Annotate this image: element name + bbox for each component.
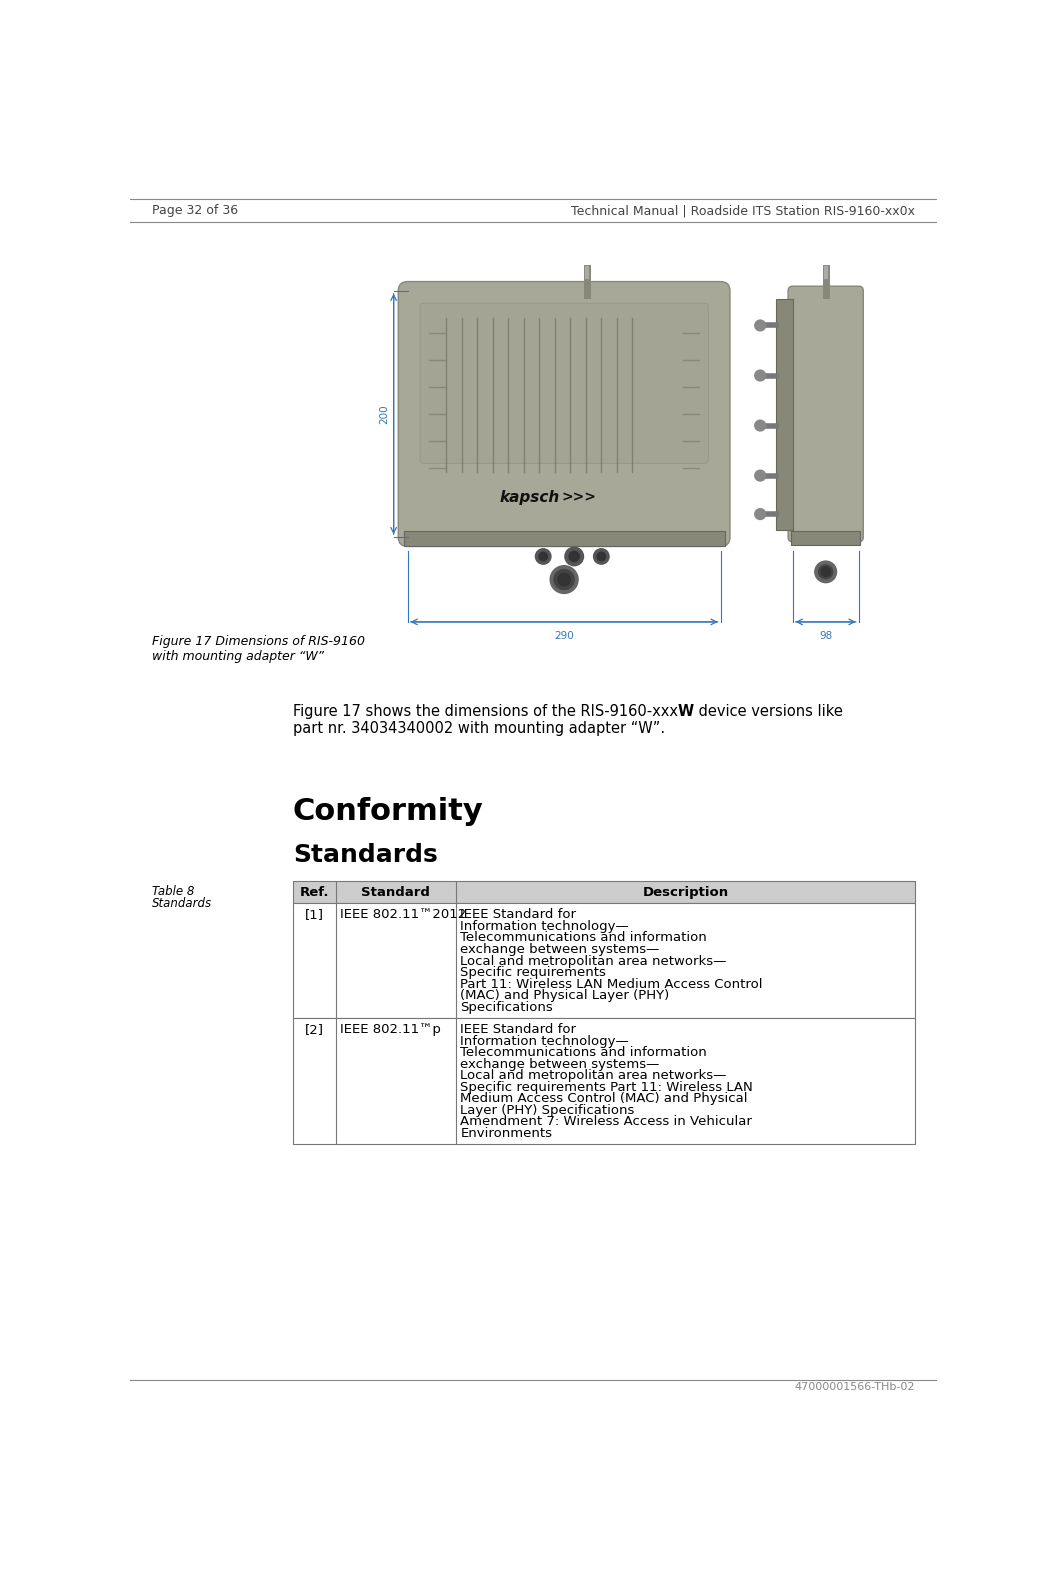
Circle shape [755, 421, 765, 430]
Bar [293, 903, 915, 1017]
Text: 98: 98 [819, 631, 833, 641]
Text: Layer (PHY) Specifications: Layer (PHY) Specifications [460, 1104, 635, 1116]
Text: Telecommunications and information: Telecommunications and information [460, 1046, 707, 1060]
Circle shape [598, 553, 606, 560]
Text: W: W [678, 705, 694, 719]
Text: IEEE Standard for: IEEE Standard for [460, 1024, 577, 1036]
Circle shape [558, 573, 570, 586]
Circle shape [593, 550, 609, 564]
Text: part nr. 34034340002 with mounting adapter “W”.: part nr. 34034340002 with mounting adapt… [293, 721, 665, 736]
Text: Ref.: Ref. [300, 885, 329, 898]
Text: Specifications: Specifications [460, 1000, 553, 1014]
Text: Figure 17 shows the dimensions of the RIS-9160-xxx: Figure 17 shows the dimensions of the RI… [293, 705, 678, 719]
Circle shape [755, 371, 765, 382]
Bar [776, 298, 793, 529]
Text: Description: Description [642, 885, 729, 898]
Text: Page 32 of 36: Page 32 of 36 [152, 204, 238, 217]
Text: 290: 290 [554, 631, 574, 641]
Text: device versions like: device versions like [694, 705, 843, 719]
Text: Amendment 7: Wireless Access in Vehicular: Amendment 7: Wireless Access in Vehicula… [460, 1115, 753, 1129]
Text: [1]: [1] [305, 909, 324, 922]
FancyBboxPatch shape [420, 303, 708, 463]
Text: 47000001566-THb-02: 47000001566-THb-02 [794, 1382, 915, 1393]
Bar [791, 531, 860, 545]
Circle shape [755, 320, 765, 331]
Circle shape [539, 553, 548, 560]
Text: kapsch: kapsch [500, 490, 560, 504]
Text: Telecommunications and information: Telecommunications and information [460, 931, 707, 945]
Text: IEEE 802.11™p: IEEE 802.11™p [340, 1024, 441, 1036]
FancyBboxPatch shape [788, 286, 863, 542]
Circle shape [755, 509, 765, 520]
Text: Information technology—: Information technology— [460, 920, 629, 933]
Text: exchange between systems—: exchange between systems— [460, 1058, 660, 1071]
Circle shape [554, 570, 575, 590]
FancyBboxPatch shape [399, 281, 730, 546]
Text: Specific requirements Part 11: Wireless LAN: Specific requirements Part 11: Wireless … [460, 1080, 753, 1094]
Text: IEEE Standard for: IEEE Standard for [460, 909, 577, 922]
Text: Specific requirements: Specific requirements [460, 966, 606, 980]
Text: Table 8: Table 8 [152, 885, 195, 898]
Text: 200: 200 [380, 403, 389, 424]
Bar [404, 531, 725, 546]
Circle shape [565, 548, 584, 565]
Bar [293, 1017, 915, 1145]
Text: Environments: Environments [460, 1127, 553, 1140]
Text: Part 11: Wireless LAN Medium Access Control: Part 11: Wireless LAN Medium Access Cont… [460, 978, 763, 991]
Text: Medium Access Control (MAC) and Physical: Medium Access Control (MAC) and Physical [460, 1093, 747, 1105]
Text: >>>: >>> [562, 490, 596, 504]
Text: with mounting adapter “W”: with mounting adapter “W” [152, 650, 324, 664]
Circle shape [818, 565, 833, 579]
Text: Figure 17 Dimensions of RIS-9160: Figure 17 Dimensions of RIS-9160 [152, 634, 364, 648]
Circle shape [821, 567, 831, 576]
Text: Standards: Standards [152, 896, 212, 909]
Text: Standard: Standard [361, 885, 430, 898]
Text: Conformity: Conformity [293, 796, 484, 826]
Circle shape [535, 550, 551, 564]
Bar [293, 881, 915, 903]
Text: Technical Manual | Roadside ITS Station RIS-9160-xx0x: Technical Manual | Roadside ITS Station … [572, 204, 915, 217]
Text: Local and metropolitan area networks—: Local and metropolitan area networks— [460, 1069, 727, 1082]
Text: (MAC) and Physical Layer (PHY): (MAC) and Physical Layer (PHY) [460, 989, 669, 1002]
Circle shape [815, 560, 837, 582]
Text: IEEE 802.11™⁠2012: IEEE 802.11™⁠2012 [340, 909, 466, 922]
Circle shape [569, 551, 579, 562]
Circle shape [551, 565, 578, 593]
Circle shape [755, 471, 765, 480]
Text: Local and metropolitan area networks—: Local and metropolitan area networks— [460, 955, 727, 967]
Text: exchange between systems—: exchange between systems— [460, 944, 660, 956]
Text: Standards: Standards [293, 843, 437, 867]
Text: Information technology—: Information technology— [460, 1035, 629, 1047]
Text: [2]: [2] [305, 1024, 324, 1036]
